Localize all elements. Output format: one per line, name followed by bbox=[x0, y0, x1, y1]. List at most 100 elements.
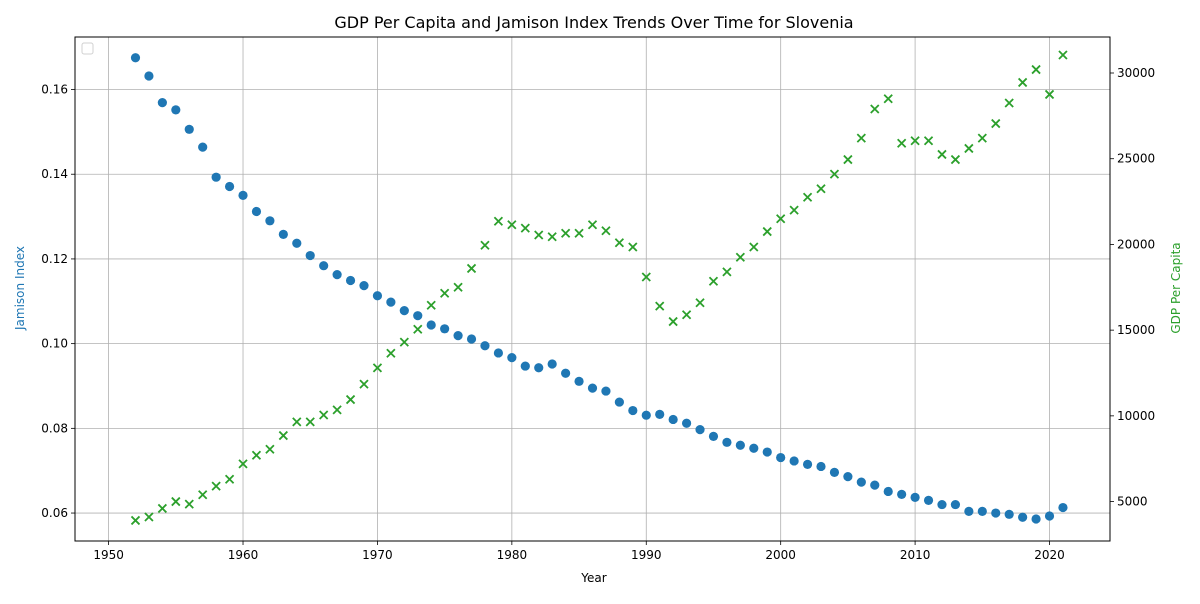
jamison-point bbox=[964, 506, 974, 516]
gdp-point bbox=[856, 133, 866, 143]
gdp-point bbox=[426, 300, 436, 310]
jamison-point bbox=[359, 281, 369, 291]
gdp-point bbox=[681, 310, 692, 320]
gdp-point bbox=[897, 138, 907, 148]
jamison-point bbox=[883, 486, 893, 497]
jamison-point bbox=[198, 142, 208, 152]
gdp-point bbox=[762, 226, 772, 237]
jamison-point bbox=[681, 418, 692, 428]
jamison-point bbox=[130, 53, 141, 63]
gdp-point bbox=[923, 136, 934, 146]
gdp-point bbox=[480, 240, 490, 250]
y-axis-left: 0.06 0.08 0.10 0.12 0.14 0.16 bbox=[41, 83, 75, 520]
gdp-point bbox=[386, 348, 396, 358]
gdp-point bbox=[991, 118, 1001, 129]
gdp-point bbox=[574, 228, 584, 238]
y-left-tick-label: 0.10 bbox=[41, 337, 68, 351]
gdp-point bbox=[171, 496, 181, 507]
jamison-point bbox=[386, 297, 396, 307]
gdp-point bbox=[829, 169, 840, 179]
gdp-point bbox=[870, 104, 880, 114]
x-axis-label: Year bbox=[580, 571, 606, 585]
jamison-point bbox=[547, 359, 557, 369]
gdp-point bbox=[655, 301, 665, 311]
gdp-point bbox=[789, 205, 799, 215]
x-axis: 1950 1960 1970 1980 1990 2000 2010 2020 bbox=[93, 541, 1065, 562]
gdp-point bbox=[560, 228, 571, 238]
jamison-point bbox=[856, 477, 866, 487]
jamison-point bbox=[426, 320, 436, 330]
gdp-point bbox=[735, 252, 745, 262]
y-left-tick-label: 0.12 bbox=[41, 252, 68, 266]
jamison-point bbox=[735, 440, 745, 450]
jamison-point bbox=[587, 383, 598, 393]
jamison-point bbox=[695, 425, 705, 435]
jamison-point bbox=[292, 238, 302, 248]
jamison-point bbox=[897, 489, 907, 500]
gdp-point bbox=[628, 242, 638, 252]
jamison-point bbox=[937, 499, 947, 510]
chart-title: GDP Per Capita and Jamison Index Trends … bbox=[334, 13, 853, 32]
gdp-point bbox=[776, 214, 786, 224]
jamison-point bbox=[923, 495, 934, 505]
x-tick-label: 1990 bbox=[631, 548, 662, 562]
gdp-point bbox=[130, 515, 141, 526]
gdp-point bbox=[1004, 98, 1014, 108]
gdp-point bbox=[211, 481, 221, 491]
gdp-point bbox=[722, 267, 732, 277]
y-axis-left-label: Jamison Index bbox=[13, 246, 27, 331]
jamison-point bbox=[802, 459, 813, 469]
y-right-tick-label: 5000 bbox=[1117, 495, 1148, 509]
x-tick-label: 2000 bbox=[765, 548, 796, 562]
gdp-point bbox=[332, 405, 342, 415]
jamison-point bbox=[614, 397, 624, 407]
jamison-point bbox=[399, 306, 409, 316]
gdp-point bbox=[1017, 77, 1028, 88]
x-tick-label: 1950 bbox=[93, 548, 124, 562]
gdp-point bbox=[802, 192, 813, 202]
gdp-point bbox=[238, 459, 248, 469]
gdp-point bbox=[265, 444, 275, 454]
jamison-point bbox=[305, 250, 315, 261]
gdp-point bbox=[708, 276, 719, 286]
gdp-point bbox=[319, 410, 329, 420]
jamison-point bbox=[507, 353, 517, 363]
jamison-point bbox=[171, 105, 181, 115]
jamison-point bbox=[319, 261, 329, 271]
jamison-point bbox=[224, 181, 235, 192]
gdp-point bbox=[157, 503, 168, 514]
y-axis-right-label: GDP Per Capita bbox=[1169, 242, 1183, 333]
gdp-point bbox=[816, 184, 826, 194]
gdp-point bbox=[413, 324, 423, 334]
gdp-point bbox=[910, 136, 920, 146]
y-axis-right: 5000 10000 15000 20000 25000 30000 bbox=[1110, 66, 1155, 509]
gdp-point bbox=[1058, 50, 1068, 60]
y-left-tick-label: 0.06 bbox=[41, 506, 68, 520]
y-right-tick-label: 20000 bbox=[1117, 237, 1155, 251]
gdp-point bbox=[224, 474, 235, 484]
gdp-point bbox=[493, 216, 504, 226]
gdp-point bbox=[964, 143, 974, 154]
gdp-point bbox=[547, 232, 557, 242]
jamison-series bbox=[130, 53, 1068, 524]
gdp-point bbox=[883, 94, 893, 104]
gdp-point bbox=[977, 133, 987, 143]
gdp-point bbox=[1031, 64, 1041, 75]
gdp-point bbox=[601, 226, 611, 236]
jamison-point bbox=[1031, 514, 1041, 524]
gdp-point bbox=[359, 379, 369, 389]
gdp-point bbox=[440, 288, 450, 298]
jamison-point bbox=[708, 431, 719, 441]
jamison-point bbox=[453, 330, 463, 341]
gdp-point bbox=[399, 337, 409, 347]
jamison-point bbox=[561, 368, 571, 378]
gdp-point bbox=[144, 512, 154, 522]
jamison-point bbox=[574, 376, 584, 386]
jamison-point bbox=[816, 461, 826, 472]
jamison-point bbox=[278, 229, 288, 239]
jamison-point bbox=[762, 447, 772, 457]
gdp-point bbox=[937, 149, 947, 160]
jamison-point bbox=[1004, 509, 1014, 519]
jamison-point bbox=[950, 499, 961, 510]
